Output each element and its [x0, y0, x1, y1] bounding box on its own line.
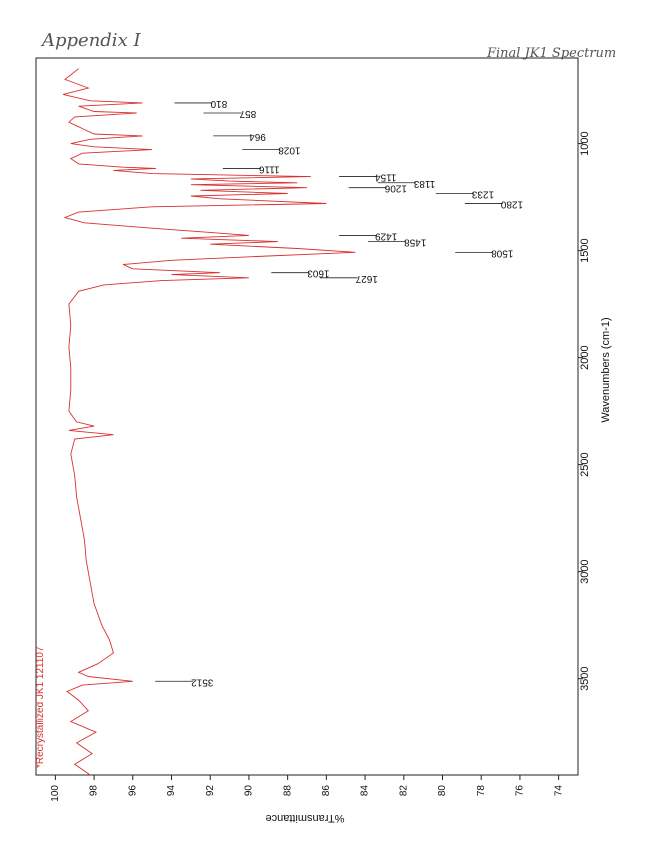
peak-label: 1508 [491, 247, 514, 258]
x-tick-label: 1000 [579, 131, 591, 155]
x-tick-label: 3000 [579, 559, 591, 583]
peak-label: 1603 [307, 268, 330, 279]
x-tick-label: 2000 [579, 345, 591, 369]
x-axis-ticks: 1000 1500 2000 2500 3000 3500 [578, 131, 591, 691]
peak-label: 857 [239, 108, 256, 119]
peak-label: 1280 [500, 199, 523, 210]
peak-label: 1116 [258, 163, 279, 174]
x-tick-label: 1500 [579, 238, 591, 262]
peak-label: 1183 [413, 178, 435, 189]
y-tick-label: 100 [50, 785, 61, 802]
peak-label: 1627 [355, 273, 378, 284]
x-tick-label: 2500 [579, 452, 591, 476]
peak-label: 1154 [375, 172, 397, 183]
y-tick-label: 78 [476, 785, 487, 797]
peak-label: 1429 [375, 230, 398, 241]
y-axis-label: %Transmittance [265, 812, 344, 824]
peak-label: 3512 [191, 676, 214, 687]
y-tick-label: 94 [166, 785, 177, 797]
y-tick-label: 74 [553, 785, 564, 797]
y-tick-label: 76 [515, 785, 526, 797]
y-tick-label: 96 [127, 785, 138, 797]
appendix-label: Appendix I [42, 30, 141, 51]
y-tick-label: 80 [437, 785, 448, 797]
y-tick-label: 88 [282, 785, 293, 797]
spectrum-title-handwritten: Final JK1 Spectrum [487, 46, 617, 61]
peak-label: 1028 [278, 145, 301, 156]
peak-label: 1233 [471, 188, 494, 199]
legend-label: *Recrystallized JK1 121107 [35, 646, 46, 768]
x-axis-label: Wavenumbers (cm-1) [600, 317, 612, 422]
y-tick-label: 98 [89, 785, 100, 797]
x-tick-label: 3500 [579, 666, 591, 690]
peak-label: 1458 [404, 237, 427, 248]
peak-label: 1206 [384, 183, 407, 194]
peak-label: 810 [210, 98, 227, 109]
y-tick-label: 92 [205, 785, 216, 797]
y-tick-label: 90 [244, 785, 255, 797]
peak-annotations: 810 857 964 1028 1116 1154 1183 1206 1233 1280 142… [155, 98, 523, 687]
y-tick-label: 82 [398, 785, 409, 797]
plot-frame [35, 57, 579, 776]
y-tick-label: 84 [360, 785, 371, 797]
y-tick-label: 86 [321, 785, 332, 797]
spectrum-series [62, 68, 356, 776]
peak-label: 964 [249, 131, 266, 142]
spectrum-line [62, 68, 356, 776]
y-axis-ticks: 100 98 96 94 92 90 88 86 84 82 80 78 76 74 [50, 775, 564, 802]
